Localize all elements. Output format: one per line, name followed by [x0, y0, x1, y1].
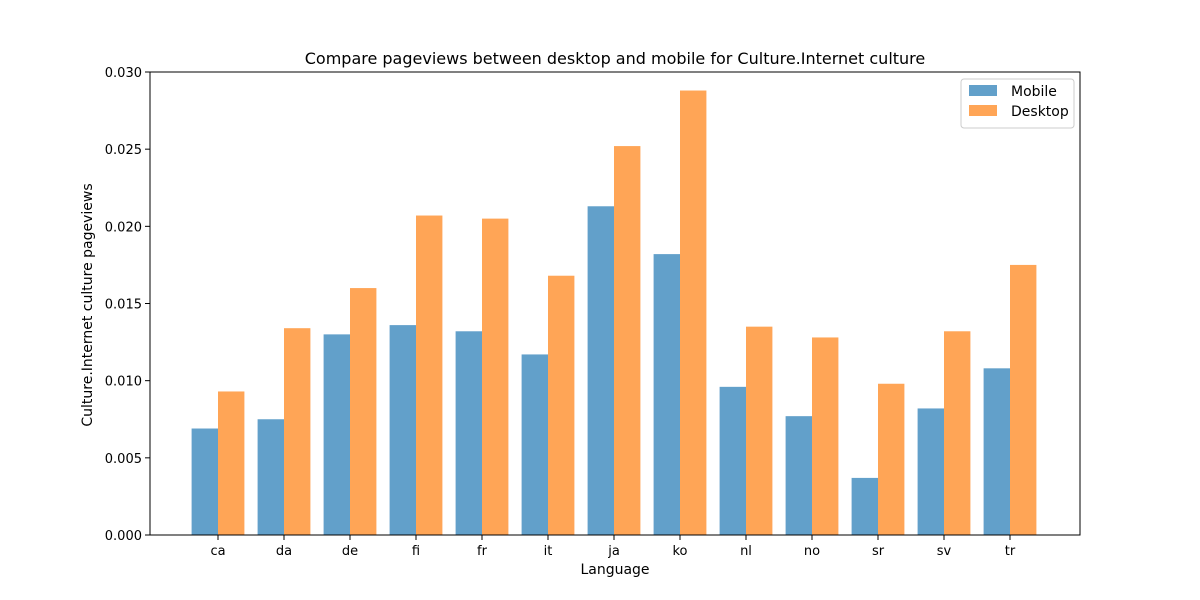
bar-desktop-ja — [614, 146, 641, 535]
bar-mobile-sv — [917, 408, 944, 535]
bar-desktop-ca — [218, 391, 245, 535]
x-tick-label-de: de — [342, 544, 358, 559]
bar-desktop-sv — [944, 331, 971, 535]
x-tick-label-da: da — [276, 544, 292, 559]
x-tick-label-sv: sv — [937, 544, 952, 559]
legend-label-mobile: Mobile — [1011, 84, 1057, 100]
x-tick-label-ca: ca — [210, 544, 225, 559]
plot-area: 0.000 0.005 0.010 0.015 0.020 0.025 0.030 ca da d… — [105, 66, 1081, 559]
bar-mobile-sr — [851, 477, 878, 535]
bar-mobile-ko — [653, 254, 680, 536]
bar-mobile-it — [521, 354, 548, 535]
bar-desktop-da — [284, 328, 311, 535]
x-tick-label-no: no — [804, 544, 820, 559]
x-tick-label-fi: fi — [412, 544, 420, 559]
bar-mobile-ca — [191, 428, 218, 535]
bar-desktop-sr — [878, 383, 905, 535]
bar-mobile-no — [785, 416, 812, 535]
bar-mobile-nl — [719, 386, 746, 535]
bar-desktop-it — [548, 275, 575, 535]
bar-desktop-fi — [416, 215, 443, 535]
bar-mobile-fr — [455, 331, 482, 535]
legend-swatch-desktop — [969, 105, 997, 116]
y-axis-title: Culture.Internet culture pageviews — [80, 183, 96, 426]
bar-mobile-tr — [983, 368, 1010, 535]
x-tick-label-it: it — [544, 544, 553, 559]
y-tick-label: 0.015 — [105, 298, 142, 313]
chart-title: Compare pageviews between desktop and mo… — [305, 49, 926, 68]
bar-desktop-fr — [482, 218, 509, 535]
x-tick-label-ja: ja — [607, 544, 620, 559]
y-tick-label: 0.025 — [105, 143, 142, 158]
y-tick-label: 0.010 — [105, 375, 142, 390]
y-tick-label: 0.005 — [105, 452, 142, 467]
y-tick-label: 0.020 — [105, 220, 142, 235]
bar-desktop-ko — [680, 90, 707, 536]
bar-mobile-ja — [587, 206, 614, 535]
x-tick-label-nl: nl — [740, 544, 752, 559]
bar-desktop-tr — [1010, 264, 1037, 535]
bar-desktop-nl — [746, 326, 773, 535]
x-tick-label-tr: tr — [1005, 544, 1016, 559]
x-tick-label-ko: ko — [672, 544, 687, 559]
legend-swatch-mobile — [969, 85, 997, 96]
x-tick-label-fr: fr — [477, 544, 488, 559]
bar-mobile-da — [257, 419, 284, 535]
legend-label-desktop: Desktop — [1011, 104, 1069, 120]
x-tick-label-sr: sr — [872, 544, 885, 559]
bar-mobile-fi — [389, 325, 416, 535]
bar-desktop-no — [812, 337, 839, 535]
y-tick-label: 0.030 — [105, 66, 142, 81]
y-tick-label: 0.000 — [105, 529, 142, 544]
x-axis-title: Language — [580, 562, 649, 578]
legend: Mobile Desktop — [960, 78, 1075, 129]
bar-mobile-de — [323, 334, 350, 535]
bar-desktop-de — [350, 288, 377, 535]
